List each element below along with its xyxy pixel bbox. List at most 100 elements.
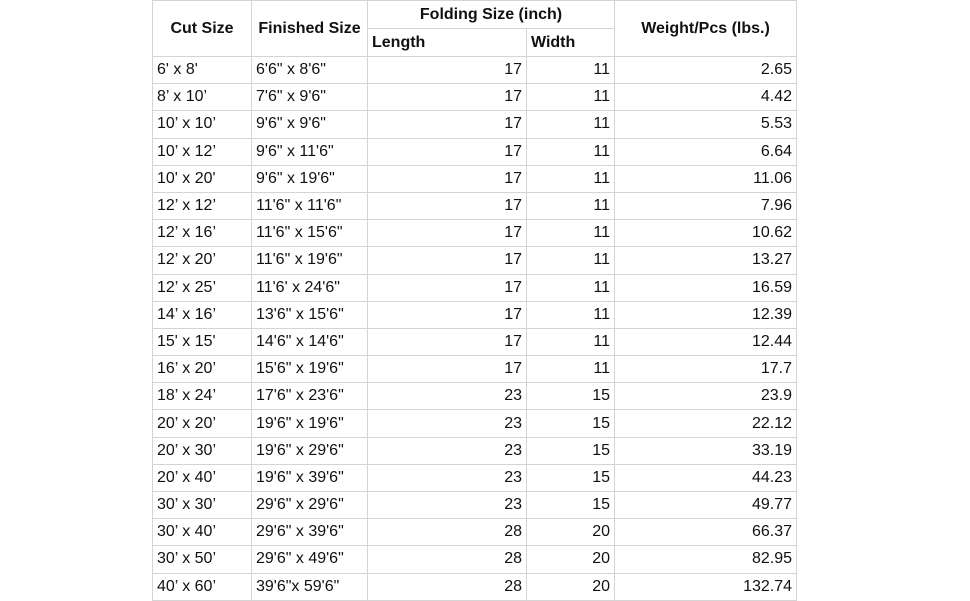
table-row: 15' x 15' 14'6" x 14'6" 17 11 12.44 — [152, 327, 797, 357]
finished-size-cell: 9'6" x 19'6" — [251, 164, 368, 193]
header-folding-size: Folding Size (inch) — [367, 0, 615, 29]
weight-cell: 22.12 — [614, 409, 797, 438]
width-cell: 11 — [526, 355, 615, 384]
width-cell: 11 — [526, 191, 615, 221]
cut-size-cell: 8’ x 10’ — [152, 83, 252, 112]
weight-cell: 66.37 — [614, 518, 797, 547]
finished-size-cell: 17'6" x 23'6" — [251, 382, 368, 411]
cut-size-cell: 20’ x 20’ — [152, 409, 252, 438]
width-cell: 11 — [526, 164, 615, 193]
weight-cell: 49.77 — [614, 490, 797, 520]
cut-size-cell: 10’ x 12’ — [152, 137, 252, 166]
cut-size-cell: 16’ x 20’ — [152, 355, 252, 384]
finished-size-cell: 9'6" x 11'6" — [251, 137, 368, 166]
weight-cell: 7.96 — [614, 191, 797, 221]
width-cell: 20 — [526, 518, 615, 547]
weight-cell: 10.62 — [614, 219, 797, 248]
table-row: 30’ x 30’ 29'6" x 29'6" 23 15 49.77 — [152, 490, 797, 520]
weight-cell: 2.65 — [614, 55, 797, 85]
length-cell: 23 — [367, 382, 527, 411]
finished-size-cell: 11'6" x 11'6" — [251, 191, 368, 221]
cut-size-cell: 12’ x 12’ — [152, 191, 252, 221]
table-row: 12’ x 16’ 11'6" x 15'6" 17 11 10.62 — [152, 219, 797, 248]
finished-size-cell: 11'6" x 15'6" — [251, 219, 368, 248]
finished-size-cell: 19'6" x 19'6" — [251, 409, 368, 438]
table-row: 20’ x 30’ 19'6" x 29'6" 23 15 33.19 — [152, 436, 797, 465]
finished-size-cell: 9'6" x 9'6" — [251, 110, 368, 139]
weight-cell: 23.9 — [614, 382, 797, 411]
weight-cell: 17.7 — [614, 355, 797, 384]
cut-size-cell: 20’ x 30’ — [152, 436, 252, 465]
weight-cell: 132.74 — [614, 572, 797, 601]
weight-cell: 82.95 — [614, 545, 797, 574]
table-row: 10’ x 10’ 9'6" x 9'6" 17 11 5.53 — [152, 110, 797, 139]
finished-size-cell: 29'6" x 39'6" — [251, 518, 368, 547]
length-cell: 17 — [367, 327, 527, 357]
table-row: 18’ x 24’ 17'6" x 23'6" 23 15 23.9 — [152, 382, 797, 411]
cut-size-cell: 40’ x 60’ — [152, 572, 252, 601]
length-cell: 17 — [367, 191, 527, 221]
table-row: 20’ x 20’ 19'6" x 19'6" 23 15 22.12 — [152, 409, 797, 438]
width-cell: 11 — [526, 273, 615, 302]
weight-cell: 13.27 — [614, 246, 797, 275]
cut-size-cell: 18’ x 24’ — [152, 382, 252, 411]
width-cell: 20 — [526, 545, 615, 574]
cut-size-cell: 12’ x 16’ — [152, 219, 252, 248]
length-cell: 17 — [367, 300, 527, 329]
finished-size-cell: 11'6" x 19'6" — [251, 246, 368, 275]
weight-cell: 11.06 — [614, 164, 797, 193]
width-cell: 15 — [526, 409, 615, 438]
length-cell: 23 — [367, 490, 527, 520]
table-row: 10’ x 12’ 9'6" x 11'6" 17 11 6.64 — [152, 137, 797, 166]
finished-size-cell: 6'6" x 8'6" — [251, 55, 368, 85]
finished-size-cell: 29'6" x 49'6" — [251, 545, 368, 574]
width-cell: 11 — [526, 300, 615, 329]
weight-cell: 5.53 — [614, 110, 797, 139]
cut-size-cell: 30’ x 50’ — [152, 545, 252, 574]
width-cell: 11 — [526, 246, 615, 275]
weight-cell: 44.23 — [614, 463, 797, 493]
width-cell: 11 — [526, 327, 615, 357]
weight-cell: 4.42 — [614, 83, 797, 112]
header-weight: Weight/Pcs (lbs.) — [614, 0, 797, 57]
cut-size-cell: 30’ x 30’ — [152, 490, 252, 520]
cut-size-cell: 15' x 15' — [152, 327, 252, 357]
cut-size-cell: 12’ x 25’ — [152, 273, 252, 302]
finished-size-cell: 19'6" x 39'6" — [251, 463, 368, 493]
width-cell: 20 — [526, 572, 615, 601]
length-cell: 17 — [367, 164, 527, 193]
cut-size-cell: 30’ x 40’ — [152, 518, 252, 547]
table-row: 16’ x 20’ 15'6" x 19'6" 17 11 17.7 — [152, 355, 797, 384]
weight-cell: 12.39 — [614, 300, 797, 329]
width-cell: 11 — [526, 83, 615, 112]
weight-cell: 16.59 — [614, 273, 797, 302]
cut-size-cell: 12’ x 20’ — [152, 246, 252, 275]
width-cell: 15 — [526, 436, 615, 465]
length-cell: 17 — [367, 246, 527, 275]
table-row: 12’ x 12’ 11'6" x 11'6" 17 11 7.96 — [152, 191, 797, 221]
header-finished-size: Finished Size — [251, 0, 368, 57]
table-row: 6' x 8' 6'6" x 8'6" 17 11 2.65 — [152, 55, 797, 85]
header-width: Width — [526, 28, 615, 57]
length-cell: 17 — [367, 219, 527, 248]
finished-size-cell: 39'6"x 59'6" — [251, 572, 368, 601]
header-cut-size: Cut Size — [152, 0, 252, 57]
cut-size-cell: 14’ x 16’ — [152, 300, 252, 329]
length-cell: 23 — [367, 463, 527, 493]
cut-size-cell: 20’ x 40’ — [152, 463, 252, 493]
length-cell: 17 — [367, 273, 527, 302]
width-cell: 15 — [526, 463, 615, 493]
width-cell: 11 — [526, 110, 615, 139]
length-cell: 23 — [367, 409, 527, 438]
table-row: 30’ x 50’ 29'6" x 49'6" 28 20 82.95 — [152, 545, 797, 574]
width-cell: 15 — [526, 490, 615, 520]
table-row: 10' x 20' 9'6" x 19'6" 17 11 11.06 — [152, 164, 797, 193]
size-weight-table: Cut Size Finished Size Folding Size (inc… — [152, 0, 797, 601]
length-cell: 28 — [367, 518, 527, 547]
table-row: 30’ x 40’ 29'6" x 39'6" 28 20 66.37 — [152, 518, 797, 547]
table-row: 12’ x 25’ 11'6' x 24'6" 17 11 16.59 — [152, 273, 797, 302]
finished-size-cell: 11'6' x 24'6" — [251, 273, 368, 302]
finished-size-cell: 7'6" x 9'6" — [251, 83, 368, 112]
finished-size-cell: 15'6" x 19'6" — [251, 355, 368, 384]
cut-size-cell: 10' x 20' — [152, 164, 252, 193]
